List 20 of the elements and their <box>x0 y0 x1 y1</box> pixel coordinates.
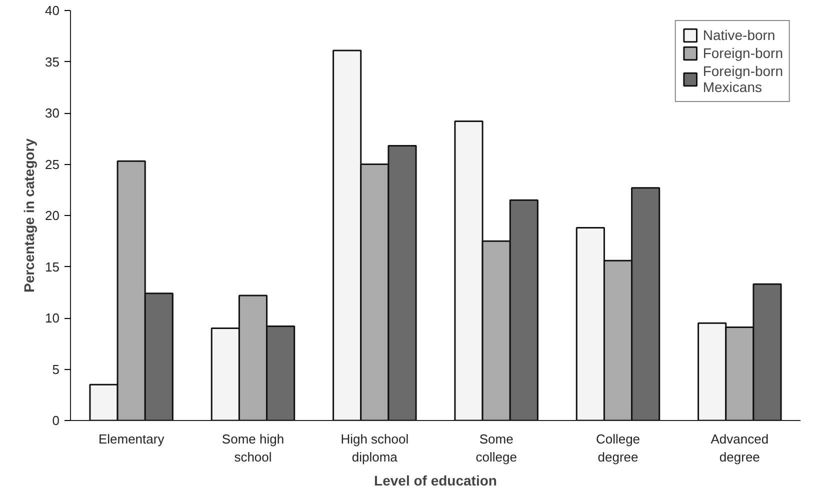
y-tick-label: 15 <box>45 259 60 274</box>
x-axis-title: Level of education <box>374 472 497 488</box>
x-tick-label: Some high school <box>222 432 284 464</box>
x-tick-label: College degree <box>596 432 640 464</box>
y-tick-label: 5 <box>52 362 60 377</box>
x-tick-label: High school diploma <box>340 432 409 464</box>
y-tick-label: 35 <box>45 54 60 70</box>
legend-label: Native-born <box>702 27 776 43</box>
x-tick-label: Some college <box>476 432 517 464</box>
y-tick-label: 30 <box>45 106 60 120</box>
y-tick-label: 20 <box>45 208 60 223</box>
x-tick-label: Elementary <box>98 432 165 446</box>
y-tick-label: 25 <box>45 156 60 172</box>
legend-label: Foreign-born Mexicans <box>702 63 783 95</box>
y-tick-label: 10 <box>45 310 60 326</box>
legend-label: Foreign-born <box>702 45 783 61</box>
x-tick-label: Advanced degree <box>710 432 769 464</box>
y-tick-label: 40 <box>45 3 60 18</box>
y-tick-label: 0 <box>52 413 60 428</box>
y-axis-title: Percentage in category <box>21 138 38 293</box>
